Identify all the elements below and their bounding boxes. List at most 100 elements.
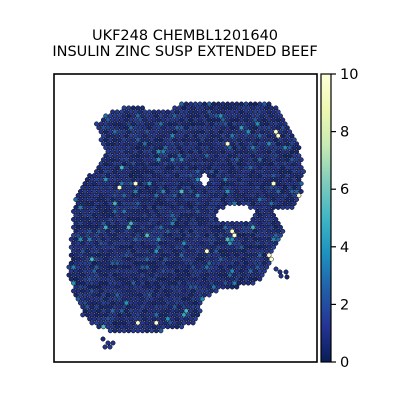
spot bbox=[110, 228, 116, 234]
spot bbox=[156, 157, 162, 163]
spot bbox=[114, 133, 120, 139]
spot bbox=[103, 240, 109, 246]
spot bbox=[174, 300, 180, 306]
spot bbox=[255, 153, 260, 159]
spot bbox=[149, 304, 155, 310]
spot bbox=[284, 149, 290, 155]
spot bbox=[107, 145, 113, 151]
spot bbox=[110, 308, 116, 314]
spot bbox=[172, 320, 178, 326]
spot bbox=[105, 244, 111, 250]
spot bbox=[130, 153, 136, 159]
spot bbox=[135, 129, 141, 135]
chart-title-line-2: INSULIN ZINC SUSP EXTENDED BEEF bbox=[52, 44, 317, 60]
spot bbox=[252, 109, 258, 115]
spot bbox=[257, 197, 263, 202]
spot bbox=[146, 125, 152, 131]
spot bbox=[123, 212, 129, 218]
spot bbox=[142, 292, 148, 298]
spot bbox=[192, 117, 198, 123]
spot bbox=[140, 137, 145, 143]
spot bbox=[103, 288, 109, 294]
spot bbox=[160, 189, 166, 194]
spot bbox=[183, 125, 189, 131]
spot bbox=[236, 256, 242, 262]
spot bbox=[243, 244, 249, 250]
spot bbox=[225, 149, 231, 155]
spot bbox=[103, 256, 109, 262]
spot bbox=[73, 292, 79, 298]
spot bbox=[257, 260, 263, 266]
spot bbox=[179, 236, 185, 242]
spot bbox=[73, 284, 79, 290]
spot bbox=[110, 292, 116, 298]
spot bbox=[112, 256, 118, 262]
spot bbox=[77, 204, 83, 210]
colorbar-tick-label: 8 bbox=[340, 125, 349, 141]
spot bbox=[98, 296, 104, 302]
spot bbox=[275, 181, 281, 187]
spot bbox=[255, 177, 260, 183]
spot bbox=[183, 268, 189, 274]
spot bbox=[146, 316, 152, 322]
spot bbox=[266, 109, 272, 115]
spot bbox=[222, 121, 228, 127]
spot bbox=[220, 117, 226, 123]
spot bbox=[268, 145, 274, 151]
spot bbox=[163, 304, 168, 310]
spot bbox=[261, 165, 267, 171]
spot bbox=[87, 173, 93, 179]
spot bbox=[236, 145, 242, 151]
spot bbox=[146, 157, 152, 163]
spot bbox=[158, 201, 164, 206]
spot bbox=[250, 216, 256, 222]
spot bbox=[174, 244, 180, 250]
spot bbox=[250, 129, 256, 135]
spot bbox=[179, 149, 185, 155]
spot bbox=[73, 268, 79, 274]
spot bbox=[140, 312, 145, 318]
spot bbox=[100, 117, 106, 123]
spot bbox=[73, 276, 79, 282]
spot bbox=[96, 284, 102, 290]
spot bbox=[172, 113, 178, 119]
spot bbox=[218, 169, 224, 175]
spot bbox=[158, 256, 164, 262]
spot bbox=[167, 129, 173, 135]
spot bbox=[278, 177, 283, 183]
spot bbox=[112, 201, 118, 206]
spot bbox=[183, 308, 189, 314]
spot bbox=[128, 300, 134, 306]
spot bbox=[195, 121, 201, 127]
spot bbox=[156, 268, 162, 274]
spot bbox=[144, 256, 150, 262]
spot bbox=[273, 232, 279, 238]
spot bbox=[289, 189, 295, 194]
spot bbox=[89, 320, 95, 326]
spot bbox=[291, 153, 297, 159]
spot bbox=[80, 216, 86, 222]
spot bbox=[110, 133, 116, 139]
spot bbox=[151, 324, 157, 330]
spot bbox=[80, 248, 86, 254]
spot bbox=[117, 121, 122, 127]
spot bbox=[236, 240, 242, 246]
spot bbox=[165, 268, 171, 274]
spot bbox=[225, 141, 231, 147]
spot bbox=[190, 288, 196, 294]
spot bbox=[204, 161, 210, 167]
spot bbox=[188, 284, 194, 290]
spot bbox=[289, 157, 295, 163]
spot bbox=[190, 240, 196, 246]
spot bbox=[232, 185, 237, 190]
spot bbox=[100, 228, 106, 234]
spot bbox=[149, 145, 155, 151]
spot bbox=[87, 197, 93, 202]
spot bbox=[119, 220, 125, 226]
spot bbox=[107, 129, 113, 135]
spot bbox=[105, 149, 111, 155]
spot bbox=[128, 117, 134, 123]
spot bbox=[195, 185, 201, 190]
spot bbox=[153, 312, 159, 318]
spot bbox=[264, 129, 270, 135]
